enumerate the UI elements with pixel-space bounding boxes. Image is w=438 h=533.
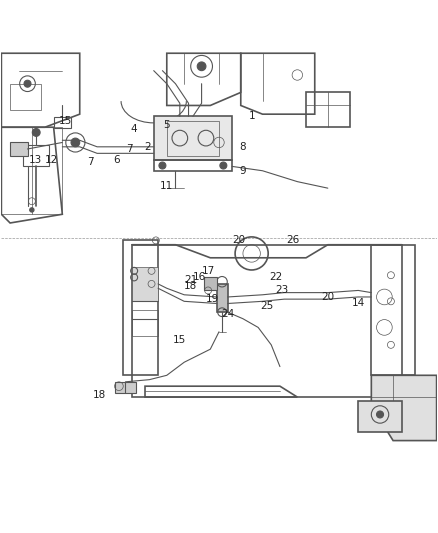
Text: 4: 4 [131,124,138,134]
Text: 5: 5 [163,120,170,130]
Bar [115,382,136,393]
Text: 23: 23 [276,286,289,295]
Text: 21: 21 [184,274,198,285]
Bar [132,310,158,336]
Bar [167,120,219,156]
Text: 13: 13 [29,155,42,165]
Text: 7: 7 [87,157,94,167]
Text: 2: 2 [144,142,151,152]
Circle shape [159,162,166,169]
Text: 12: 12 [45,155,58,165]
Text: 15: 15 [59,116,72,126]
Circle shape [24,80,31,87]
Circle shape [32,128,40,136]
Polygon shape [371,375,437,441]
Bar [53,117,71,128]
Text: 9: 9 [240,166,246,176]
Text: 6: 6 [113,155,120,165]
Bar [217,284,228,312]
Text: 18: 18 [184,281,198,291]
Text: 20: 20 [321,292,334,302]
Circle shape [197,62,206,71]
Text: 18: 18 [93,390,106,400]
Bar [10,142,28,156]
Text: 14: 14 [352,298,365,309]
Text: 20: 20 [232,236,245,245]
Polygon shape [358,401,402,432]
Text: 19: 19 [206,294,219,304]
Circle shape [30,208,34,212]
Bar [23,144,49,166]
Text: 16: 16 [193,272,206,282]
Bar [132,266,158,301]
Text: 7: 7 [127,144,133,154]
Circle shape [71,138,80,147]
Text: 17: 17 [201,266,215,276]
Text: 1: 1 [248,111,255,122]
Text: 22: 22 [269,272,282,282]
Text: 8: 8 [240,142,246,152]
Bar [1,127,62,214]
Bar [204,277,217,290]
Text: 25: 25 [260,301,273,311]
Text: 24: 24 [221,309,234,319]
Circle shape [377,411,384,418]
Text: 15: 15 [173,335,187,345]
Bar [154,116,232,160]
Text: 11: 11 [160,181,173,191]
Bar [10,84,41,110]
Circle shape [220,162,227,169]
Text: 26: 26 [286,236,300,245]
